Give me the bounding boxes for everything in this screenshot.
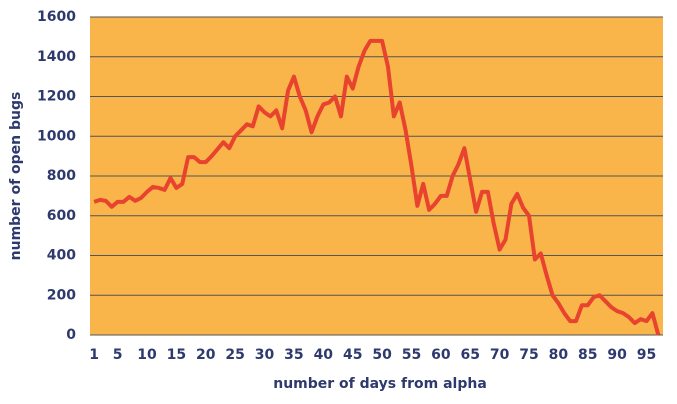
y-tick-label: 800 bbox=[47, 168, 76, 184]
x-tick-label: 15 bbox=[167, 347, 186, 363]
x-tick-label: 40 bbox=[314, 347, 334, 363]
y-tick-label: 1600 bbox=[37, 9, 76, 25]
x-tick-label: 50 bbox=[372, 347, 392, 363]
x-tick-label: 95 bbox=[637, 347, 656, 363]
x-tick-label: 55 bbox=[402, 347, 421, 363]
x-tick-label: 85 bbox=[578, 347, 597, 363]
x-tick-label: 45 bbox=[343, 347, 362, 363]
x-tick-label: 75 bbox=[519, 347, 538, 363]
x-tick-label: 65 bbox=[460, 347, 479, 363]
x-tick-label: 35 bbox=[284, 347, 303, 363]
x-tick-label: 1 bbox=[89, 347, 99, 363]
x-tick-label: 60 bbox=[431, 347, 451, 363]
x-tick-label: 80 bbox=[549, 347, 569, 363]
x-axis-title: number of days from alpha bbox=[273, 376, 487, 392]
x-tick-label: 70 bbox=[490, 347, 510, 363]
x-tick-label: 90 bbox=[607, 347, 627, 363]
x-tick-label: 30 bbox=[255, 347, 275, 363]
x-tick-label: 5 bbox=[113, 347, 123, 363]
y-tick-label: 1400 bbox=[37, 49, 76, 65]
y-tick-label: 0 bbox=[66, 327, 76, 343]
x-tick-label: 25 bbox=[225, 347, 244, 363]
y-axis-title: number of open bugs bbox=[8, 92, 24, 261]
y-tick-label: 400 bbox=[47, 248, 76, 264]
x-tick-label: 10 bbox=[137, 347, 157, 363]
data-line bbox=[93, 38, 661, 336]
y-tick-label: 1200 bbox=[37, 89, 76, 105]
x-tick-label: 20 bbox=[196, 347, 216, 363]
y-tick-label: 200 bbox=[47, 287, 76, 303]
y-tick-label: 1000 bbox=[37, 128, 76, 144]
y-tick-label: 600 bbox=[47, 208, 76, 224]
